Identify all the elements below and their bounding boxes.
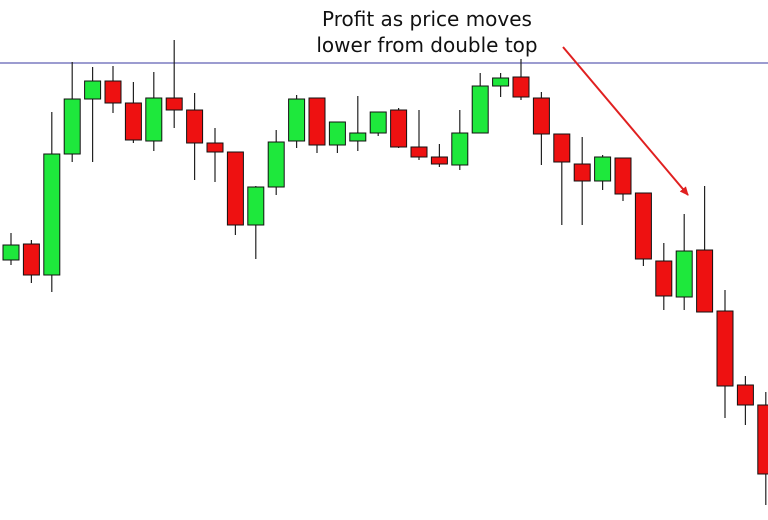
candle-body — [553, 133, 571, 163]
candle-body — [573, 163, 591, 182]
candle-body — [2, 244, 20, 261]
candle-body — [288, 98, 306, 142]
annotation: lower from double top — [316, 33, 537, 57]
candle-body — [308, 97, 326, 146]
candle-body — [594, 156, 612, 182]
annotation: Profit as price moves — [322, 7, 532, 31]
candle-body — [145, 97, 163, 142]
candle-body — [390, 109, 408, 148]
candle-body — [84, 80, 102, 100]
candle-body — [716, 310, 734, 387]
candle-body — [165, 97, 183, 111]
candle-body — [634, 192, 652, 260]
candle-body — [471, 85, 489, 134]
candle-body — [104, 80, 122, 104]
candle-body — [492, 77, 510, 87]
candle-body — [247, 186, 265, 226]
candle-body — [655, 260, 673, 297]
candle-body — [696, 249, 714, 313]
candle-body — [410, 146, 428, 158]
candle-body — [757, 404, 768, 475]
candle-body — [186, 109, 204, 144]
candle-body — [349, 132, 367, 142]
candle-body — [369, 111, 387, 134]
candle-body — [43, 153, 61, 276]
candle-body — [328, 121, 346, 146]
candle-body — [532, 97, 550, 135]
candle-body — [736, 384, 754, 406]
candle-body — [675, 250, 693, 298]
candle-body — [22, 243, 40, 276]
candle-body — [614, 157, 632, 195]
candle-body — [206, 142, 224, 153]
arrow — [562, 46, 689, 196]
candle-body — [124, 102, 142, 141]
candle-body — [63, 98, 81, 155]
candle-body — [512, 76, 530, 98]
candle-body — [451, 132, 469, 166]
candle-body — [430, 156, 448, 165]
candle-body — [267, 141, 285, 188]
candle-body — [226, 151, 244, 226]
